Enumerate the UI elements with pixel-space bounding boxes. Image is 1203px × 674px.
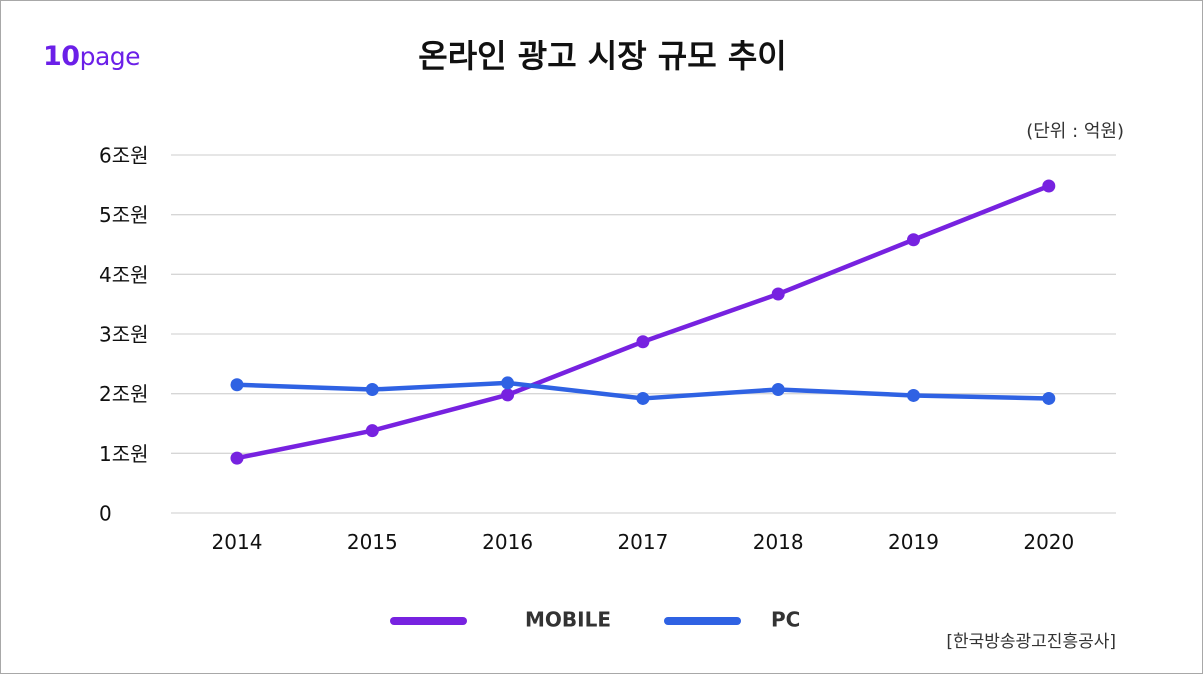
x-tick-label: 2019 xyxy=(888,530,939,554)
source-label: [한국방송광고진흥공사] xyxy=(946,632,1116,652)
logo-word: page xyxy=(79,42,141,71)
data-point-pc xyxy=(501,376,515,390)
logo-number: 10 xyxy=(43,41,80,72)
data-point-mobile xyxy=(636,335,650,349)
legend-label-mobile: MOBILE xyxy=(525,608,611,632)
x-tick-label: 2017 xyxy=(617,530,668,554)
series-mobile xyxy=(230,179,1056,465)
data-point-pc xyxy=(230,378,244,392)
y-tick-label: 3조원 xyxy=(99,323,149,347)
x-tick-label: 2014 xyxy=(212,530,263,554)
x-tick-label: 2015 xyxy=(347,530,398,554)
data-point-mobile xyxy=(1042,179,1056,193)
data-point-mobile xyxy=(365,424,379,438)
data-point-mobile xyxy=(230,451,244,465)
legend: MOBILE PC xyxy=(390,608,800,632)
x-tick-label: 2016 xyxy=(482,530,533,554)
x-tick-label: 2020 xyxy=(1023,530,1074,554)
data-point-mobile xyxy=(501,388,515,402)
x-tick-label: 2018 xyxy=(753,530,804,554)
brand-logo: 10page xyxy=(43,41,141,72)
series-pc xyxy=(230,376,1056,405)
data-point-mobile xyxy=(771,287,785,301)
unit-label: (단위 : 억원) xyxy=(1026,121,1124,142)
series-lines xyxy=(230,179,1056,465)
y-tick-label: 5조원 xyxy=(99,203,149,227)
legend-label-pc: PC xyxy=(771,608,800,632)
chart-title: 온라인 광고 시장 규모 추이 xyxy=(418,37,787,75)
data-point-pc xyxy=(907,388,920,402)
data-point-mobile xyxy=(907,233,920,247)
y-tick-label: 0 xyxy=(99,502,112,526)
x-axis-ticks: 2014 2015 2016 2017 2018 2019 2020 xyxy=(212,530,1075,554)
y-axis-ticks: 0 1조원 2조원 3조원 4조원 5조원 6조원 xyxy=(99,144,149,526)
data-point-pc xyxy=(365,382,379,396)
data-point-pc xyxy=(771,382,785,396)
y-tick-label: 6조원 xyxy=(99,144,149,168)
series-line-mobile xyxy=(234,183,1052,461)
data-point-pc xyxy=(1042,391,1056,405)
gridlines xyxy=(171,154,1116,514)
y-tick-label: 2조원 xyxy=(99,382,149,406)
y-tick-label: 4조원 xyxy=(99,263,149,287)
y-tick-label: 1조원 xyxy=(99,442,149,466)
data-point-pc xyxy=(636,391,650,405)
